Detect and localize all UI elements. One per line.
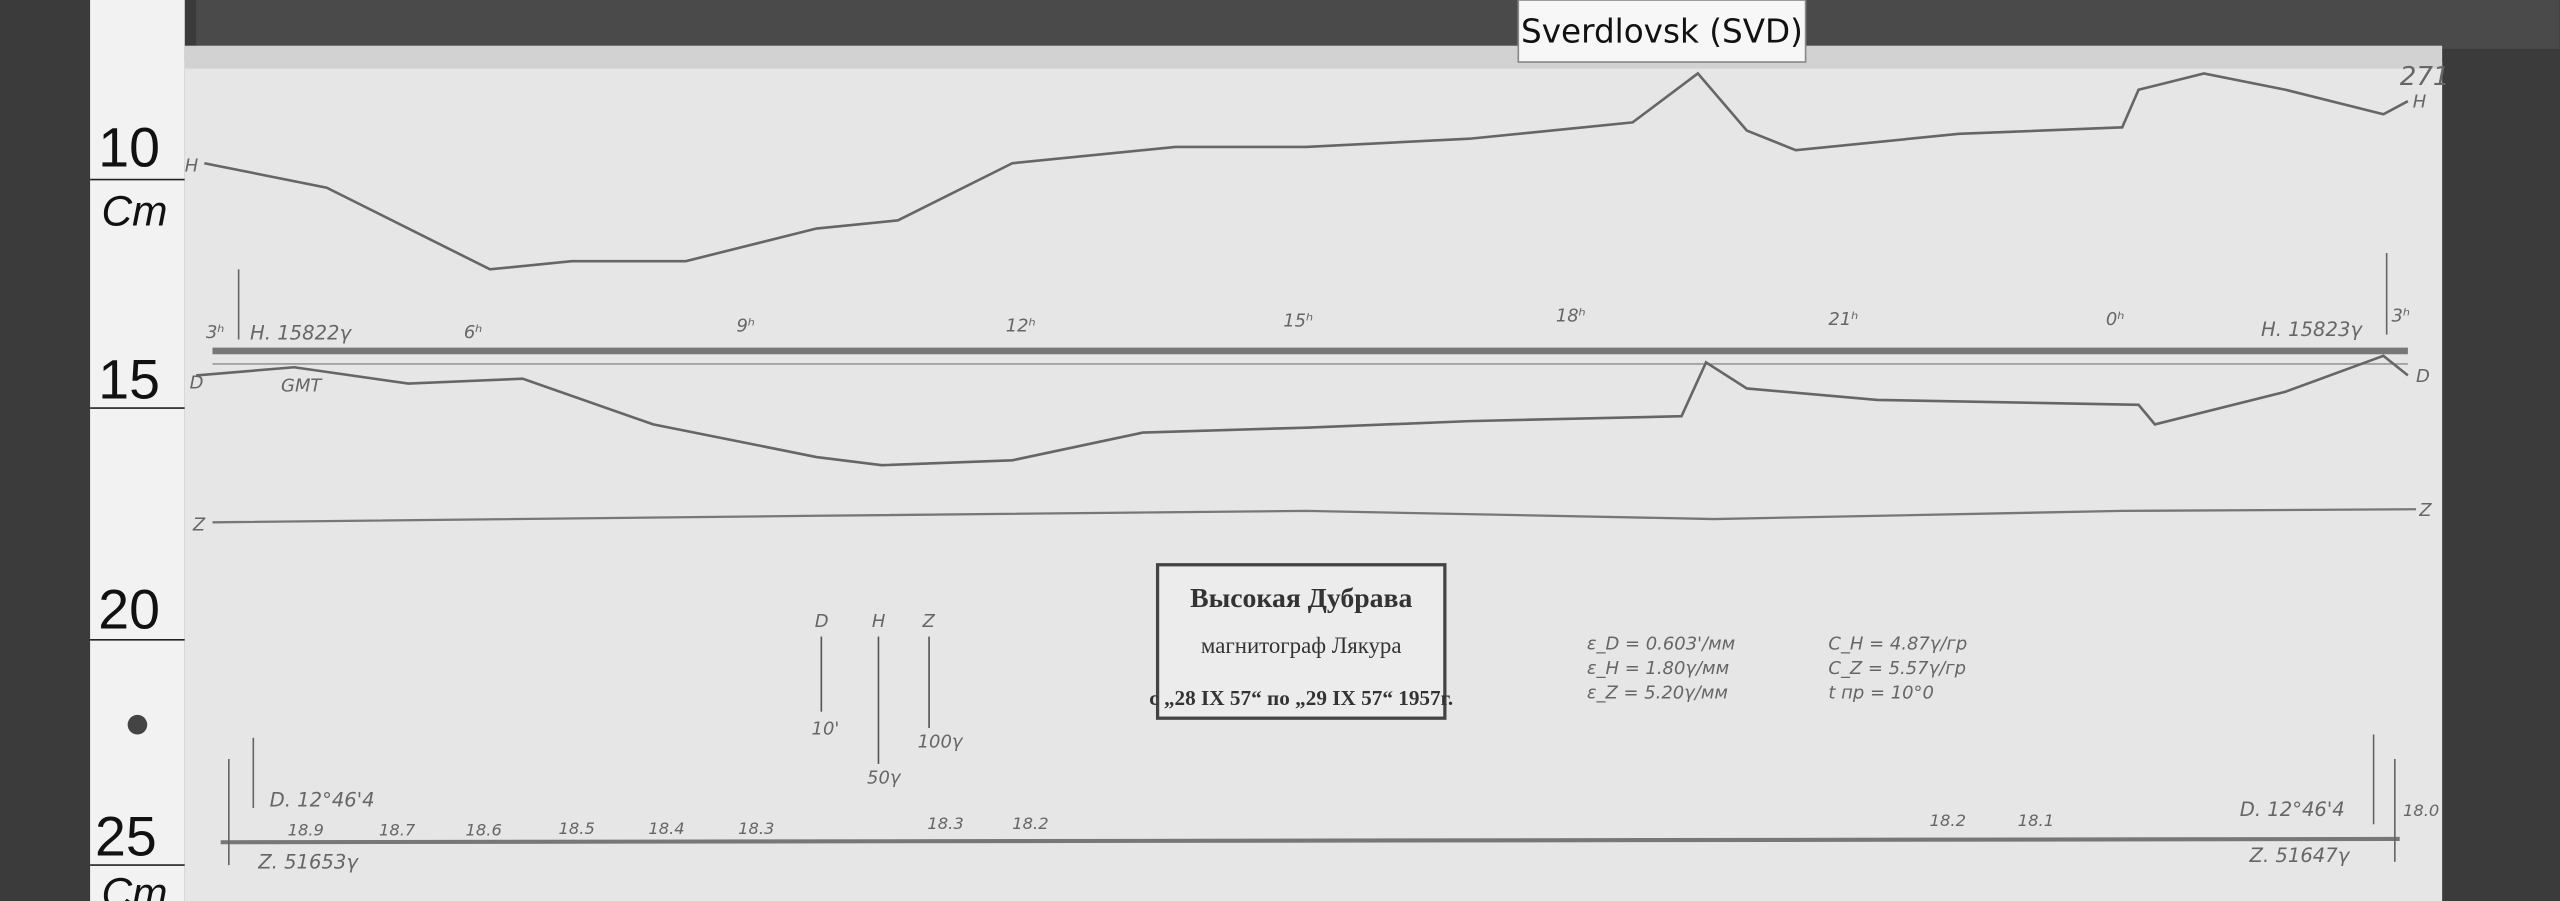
station-label: Sverdlovsk (SVD) [1521,12,1803,50]
ruler-label: 15 [98,348,160,410]
paper-edge [184,45,2443,69]
h-trace [204,71,2409,271]
hour-label: 9ʰ [736,315,755,336]
baseline-value: D. 12°46'4 [2240,798,2345,821]
ruler-label: Cm [102,187,168,234]
constant: ε_Z = 5.20γ/мм [1587,683,1728,704]
hour-label: 3ʰ [206,322,225,343]
temperature: 18.2 [1012,814,1048,833]
trace-label: H [2413,92,2426,113]
constant: C_H = 4.87γ/гр [1828,634,1967,655]
trace-label: D [190,372,204,393]
stamp [1155,563,1447,720]
hour-label: 12ʰ [1006,315,1036,336]
trace-label: H [185,155,199,176]
scale-value: 10' [812,719,840,740]
temperature: 18.5 [559,819,595,838]
scale-label: H [872,611,886,632]
trace-label: Z [2418,500,2432,521]
temperature: 18.4 [648,819,684,838]
stamp-station: Высокая Дубрава [1190,583,1412,614]
hour-label: 15ʰ [1283,310,1313,331]
temperature: 18.9 [288,821,324,840]
hour-label: 6ʰ [464,322,483,343]
hour-label: 3ʰ [2392,306,2411,327]
temperature: 18.0 [2403,801,2439,820]
board [196,0,2560,49]
paper [184,62,2443,901]
gmt-label: GMT [281,376,323,397]
scale-label: D [815,611,829,632]
baseline-value: H. 15822γ [250,322,352,345]
trace-label: D [2416,366,2430,387]
pin [127,714,148,735]
ruler [90,0,185,901]
ruler-label: 10 [98,116,160,178]
scale-label: Z [922,611,936,632]
hour-label: 21ʰ [1828,309,1858,330]
scale-value: 50γ [867,767,902,788]
baseline-value: Z. 51653γ [257,850,359,873]
constant: ε_D = 0.603'/мм [1587,634,1735,655]
baseline-value: H. 15823γ [2261,318,2363,341]
bottom-baseline [220,836,2400,845]
scale-value: 100γ [918,732,964,753]
stamp-instrument: магнитограф Лякура [1201,633,1402,658]
hour-label: 18ʰ [1556,306,1586,327]
constant: ε_H = 1.80γ/мм [1587,658,1729,679]
ruler-label: 20 [98,578,160,640]
constant: C_Z = 5.57γ/гр [1828,658,1966,679]
baseline-value: D. 12°46'4 [270,788,375,811]
sheet-number: 271 [2400,62,2450,92]
stamp-dates: с „28 IX 57“ по „29 IX 57“ 1957г. [1149,686,1453,710]
ruler-label: 25 [95,805,157,867]
d-trace [196,354,2409,467]
temperature: 18.7 [379,821,416,840]
label-box [1517,0,1807,63]
temperature: 18.3 [738,819,774,838]
hour-label: 0ʰ [2106,309,2125,330]
temperature: 18.1 [2018,811,2054,830]
z-trace [212,508,2417,524]
temperature: 18.6 [466,821,502,840]
constant: t пр = 10°0 [1828,683,1934,704]
trace-label: Z [192,514,206,535]
temperature: 18.2 [1930,811,1966,830]
temperature: 18.3 [927,814,963,833]
ruler-label: Cm [102,870,168,901]
baseline-value: Z. 51647γ [2249,844,2351,867]
